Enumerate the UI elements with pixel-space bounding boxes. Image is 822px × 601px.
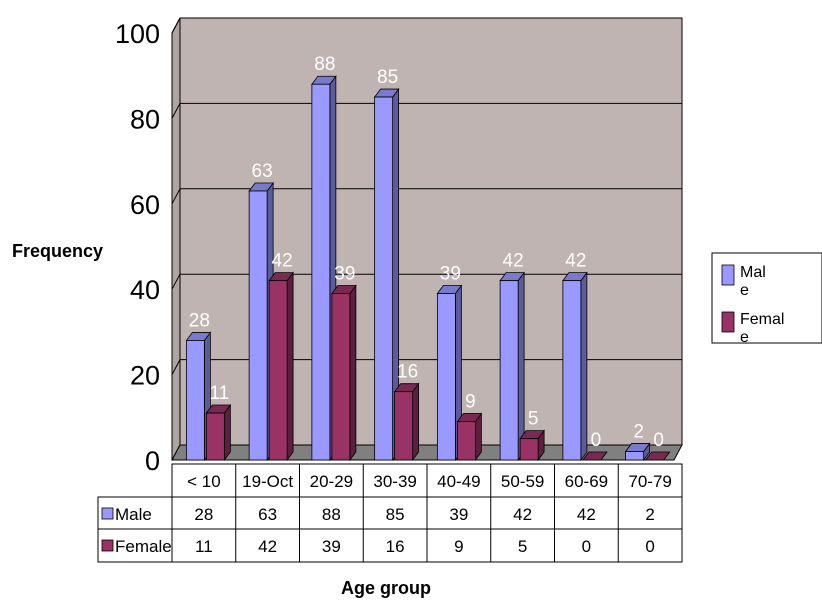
bars <box>185 75 671 462</box>
bar-male-1 <box>248 190 268 461</box>
legend-key-male <box>721 264 735 286</box>
table-series-label: Male <box>115 505 152 524</box>
data-label: 42 <box>565 251 586 272</box>
bar-top <box>582 451 608 461</box>
bar-top <box>644 451 671 461</box>
bar-male-0 <box>185 340 205 461</box>
legend-label: e <box>740 329 749 346</box>
bar-female-2 <box>331 293 351 461</box>
table-cell-value: 88 <box>322 505 341 524</box>
table-cell-value: 85 <box>386 505 405 524</box>
y-tick-label: 0 <box>145 446 160 476</box>
y-tick-label: 60 <box>130 190 160 220</box>
table-cell-value: 11 <box>195 537 213 556</box>
legend-label: e <box>740 282 749 299</box>
y-tick-label: 40 <box>130 275 160 305</box>
data-label: 5 <box>528 409 539 430</box>
data-table: < 10 19-Oct 20-29 30-39 40-49 50-59 60-69 70-79… <box>97 463 683 563</box>
gridline-side <box>171 17 181 34</box>
data-label: 42 <box>503 251 524 272</box>
gridline-side <box>171 103 181 119</box>
table-cell-value: 42 <box>513 505 532 524</box>
bar-male-5 <box>499 280 519 461</box>
table-cell-value: 2 <box>645 505 654 524</box>
table-cell-value: 0 <box>645 537 654 556</box>
table-cell-value: 0 <box>582 537 591 556</box>
table-legend-key <box>101 539 114 552</box>
data-label: 39 <box>440 263 461 284</box>
legend-key-female <box>721 311 735 333</box>
table-cell-value: 39 <box>322 537 341 556</box>
data-label: 2 <box>633 421 644 442</box>
data-label: 63 <box>252 161 273 182</box>
table-cell-value: 42 <box>258 537 277 556</box>
table-cell-value: 9 <box>454 537 463 556</box>
bar-male-7 <box>625 451 645 461</box>
table-category-label: 20-29 <box>310 472 353 491</box>
table-category-label: 30-39 <box>373 472 416 491</box>
y-axis-ticks: 0 20 40 60 80 100 <box>115 19 160 476</box>
data-label: 16 <box>397 362 418 383</box>
data-label: 39 <box>334 263 355 284</box>
data-label: 42 <box>272 251 293 272</box>
data-label: 85 <box>377 67 398 88</box>
y-tick-label: 20 <box>130 361 160 391</box>
bar-male-6 <box>562 280 582 461</box>
legend-label: Femal <box>740 311 784 328</box>
bar-female-0 <box>205 412 225 461</box>
bar-side <box>223 403 231 462</box>
table-cell-value: 28 <box>194 505 213 524</box>
table-legend-key <box>101 507 114 520</box>
table-category-label: < 10 <box>187 472 221 491</box>
bar-side <box>286 271 294 462</box>
side-wall <box>171 17 181 461</box>
legend-label: Mal <box>740 264 766 281</box>
bar-female-4 <box>456 421 476 461</box>
bar-side <box>412 382 420 462</box>
data-label: 88 <box>314 54 335 75</box>
y-axis-title: Frequency <box>12 241 103 261</box>
bar-male-2 <box>311 83 331 461</box>
table-cell-value: 42 <box>577 505 596 524</box>
data-label: 9 <box>465 392 476 413</box>
table-category-label: 60-69 <box>565 472 608 491</box>
gridline-side <box>171 188 181 205</box>
gridline-side <box>171 359 181 375</box>
bar-male-4 <box>436 293 456 461</box>
data-label: 0 <box>653 430 664 451</box>
bar-side <box>349 284 357 462</box>
table-cell-value: 39 <box>449 505 468 524</box>
table-category-label: 19-Oct <box>242 472 293 491</box>
table-cell-value: 16 <box>386 537 405 556</box>
table-category-label: 70-79 <box>628 472 671 491</box>
table-row <box>97 528 683 563</box>
plot-wall <box>171 17 683 461</box>
data-label: 11 <box>210 383 230 404</box>
data-label: 28 <box>189 310 210 331</box>
table-series-label: Female <box>115 537 172 556</box>
y-tick-label: 80 <box>130 104 160 134</box>
bar-female-1 <box>268 280 288 461</box>
gridline-side <box>171 273 181 290</box>
bar-side <box>517 271 525 462</box>
table-category-label: 40-49 <box>437 472 480 491</box>
bar-side <box>580 271 588 462</box>
bar-male-3 <box>374 96 394 461</box>
bar-female-5 <box>519 438 539 461</box>
table-cell-value: 63 <box>258 505 277 524</box>
table-cell-value: 5 <box>518 537 527 556</box>
x-axis-title: Age group <box>341 578 431 598</box>
data-label: 0 <box>591 430 602 451</box>
y-tick-label: 100 <box>115 19 160 49</box>
table-category-label: 50-59 <box>501 472 544 491</box>
bar-female-3 <box>394 391 414 461</box>
